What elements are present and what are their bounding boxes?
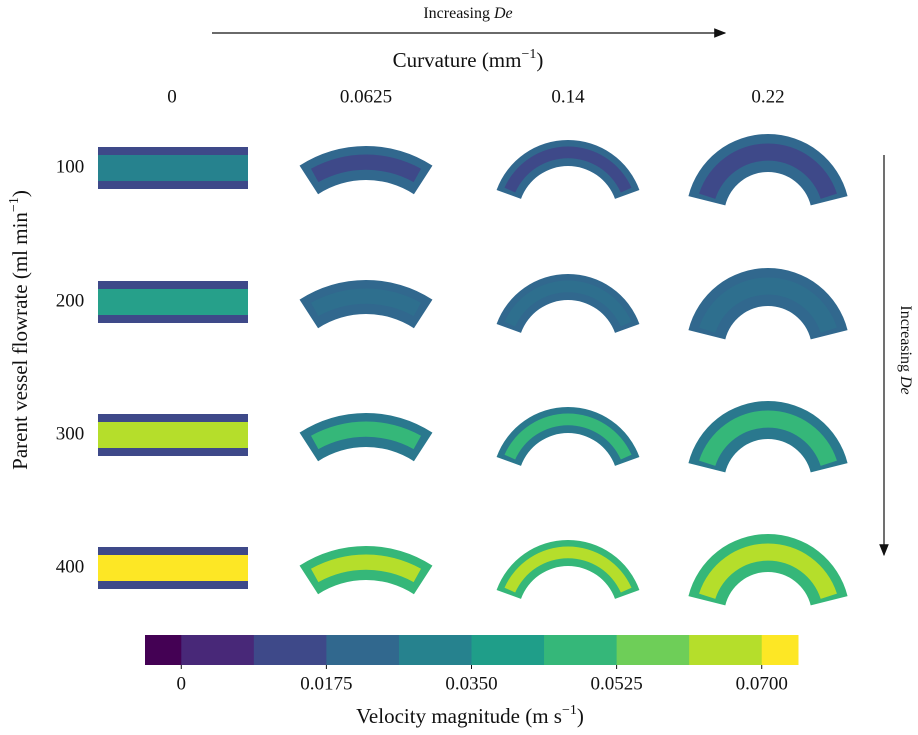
colorbar-swatch [761,635,799,665]
flow-map-core [699,143,837,199]
flow-map-core [310,154,422,183]
flow-map [496,140,640,199]
top-label: Increasing De [423,5,512,22]
flow-map [688,133,848,206]
flow-map [688,400,848,473]
column-label: 0.22 [751,86,784,107]
flow-map-core [699,410,837,466]
flow-map [299,545,433,595]
colorbar-tick-label: 0.0700 [736,673,788,694]
colorbar-tick-label: 0.0350 [445,673,497,694]
row-label: 200 [56,290,85,311]
flow-map-core [98,155,248,181]
column-label: 0.14 [551,86,585,107]
colorbar-swatch [471,635,545,665]
flow-map-core [98,289,248,315]
flow-map-core [98,422,248,448]
colorbar-tick-label: 0.0175 [300,673,352,694]
colorbar-swatch [145,635,182,665]
colorbar-tick-label: 0 [177,673,187,694]
row-label: 100 [56,156,85,177]
colorbar-swatch [689,635,763,665]
colorbar-swatch [253,635,327,665]
flow-map-core [699,277,837,333]
flow-map [688,533,848,606]
colorbar-swatch [616,635,690,665]
flow-map-core [310,421,422,450]
y-label: Parent vessel flowrate (ml min−1) [7,190,32,470]
flow-map-core [310,554,422,583]
flow-map-core [504,413,632,460]
row-label: 400 [56,556,85,577]
row-label: 300 [56,423,85,444]
colorbar-tick-label: 0.0525 [590,673,642,694]
flow-map [299,413,433,462]
colorbar-swatch [544,635,618,665]
flow-map [688,267,848,340]
colorbar-swatch [326,635,400,665]
colorbar-label: Velocity magnitude (m s−1) [356,703,584,728]
curvature-label: Curvature (mm−1) [393,47,544,72]
flow-map [496,407,640,466]
right-label: Increasing De [897,305,914,394]
flow-map [496,274,640,333]
flow-map [299,146,433,195]
column-label: 0.0625 [340,86,392,107]
flow-map [299,280,433,329]
flow-map-core [98,555,248,581]
flow-map [496,540,640,599]
column-label: 0 [167,86,177,107]
colorbar-swatch [398,635,472,665]
flow-map-core [504,280,632,327]
flow-map-core [504,146,632,193]
flow-map-core [699,543,837,599]
flow-map-core [504,546,632,593]
flow-map-core [310,288,422,317]
colorbar-swatch [181,635,255,665]
